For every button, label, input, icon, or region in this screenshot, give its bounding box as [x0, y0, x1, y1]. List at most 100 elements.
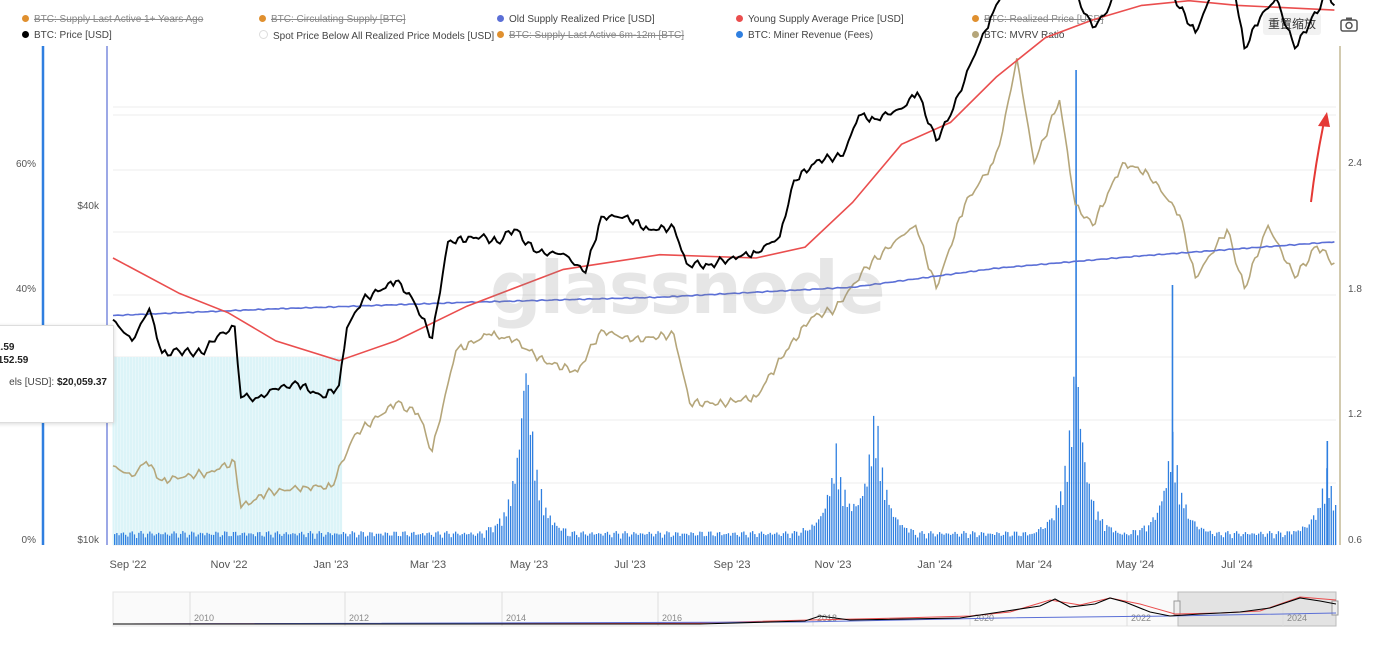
fee-bar — [864, 483, 866, 545]
fee-bar — [353, 532, 356, 545]
fee-bar — [1178, 504, 1181, 545]
fee-bar — [1099, 520, 1101, 545]
fee-bar — [380, 533, 382, 545]
fee-bar — [591, 532, 593, 545]
fee-bar — [162, 534, 164, 545]
legend-item[interactable]: Young Supply Average Price [USD] — [736, 14, 904, 26]
fee-bar — [378, 533, 380, 545]
fee-bar — [1097, 511, 1099, 545]
legend-item[interactable]: Old Supply Realized Price [USD] — [497, 14, 655, 26]
fee-bar — [754, 534, 756, 545]
fee-bar — [584, 534, 587, 545]
fee-bar — [653, 536, 655, 545]
fee-bar — [822, 512, 824, 545]
fee-bar — [1236, 531, 1238, 545]
legend-label: BTC: Realized Price [USD] — [984, 14, 1104, 25]
hover-tooltip: 2.59 ,152.59 els [USD]: $20,059.37 — [0, 325, 114, 423]
fee-bar — [1288, 531, 1291, 545]
fee-bar — [413, 531, 415, 545]
fee-bar — [796, 531, 798, 545]
fee-bar — [1277, 531, 1280, 545]
fee-bar — [151, 533, 153, 545]
fee-bar — [474, 535, 477, 545]
legend-item[interactable]: BTC: Supply Last Active 1+ Years Ago — [22, 14, 203, 26]
fee-bar — [569, 536, 571, 545]
fee-bar — [901, 525, 903, 545]
axes: 60% 40% 0% $40k $10k 2.4 1.8 1.2 0.6 Sep '22 Nov '… — [16, 158, 1362, 571]
fee-bar — [1249, 534, 1251, 545]
fee-bar — [444, 532, 446, 545]
fee-bar — [747, 537, 749, 545]
fee-bar — [461, 534, 463, 545]
fee-bar — [1068, 430, 1071, 545]
fee-bar — [1013, 531, 1016, 545]
fee-bar — [499, 518, 501, 545]
fee-bar — [1165, 488, 1167, 545]
x-axis-tick-label: May '23 — [510, 559, 548, 571]
fee-bar — [580, 532, 582, 545]
left-percent-tick-label: 60% — [16, 159, 36, 170]
fee-bar — [166, 534, 169, 545]
fee-bar — [719, 532, 721, 545]
legend-item[interactable]: Spot Price Below All Realized Price Mode… — [259, 30, 494, 43]
fee-bar — [466, 534, 468, 545]
fee-bar — [367, 535, 369, 545]
fee-bar — [996, 532, 998, 545]
legend-item[interactable]: BTC: Miner Revenue (Fees) — [736, 30, 873, 42]
fee-bar — [347, 536, 349, 545]
fee-bar — [463, 532, 466, 545]
fee-bar — [969, 534, 972, 545]
fee-bar — [851, 511, 853, 545]
fee-bar — [1269, 531, 1271, 545]
legend-item[interactable]: BTC: Price [USD] — [22, 30, 112, 42]
fee-bar — [213, 534, 215, 545]
fee-bar — [721, 535, 723, 545]
fee-bar — [1038, 529, 1040, 545]
fee-bar — [391, 535, 393, 545]
fee-bar — [516, 457, 518, 545]
fee-bar — [373, 536, 375, 545]
chart-legend: BTC: Supply Last Active 1+ Years Ago BTC:… — [0, 0, 1383, 46]
legend-item[interactable]: BTC: MVRV Ratio — [972, 30, 1064, 42]
fee-bar — [1095, 519, 1097, 545]
legend-item[interactable]: BTC: Circulating Supply [BTC] — [259, 14, 406, 26]
fee-bar — [1310, 519, 1313, 545]
fee-bar — [703, 536, 705, 545]
fee-bar — [642, 533, 644, 545]
fee-bar — [1271, 533, 1273, 545]
x-axis-tick-label: Jan '23 — [313, 559, 348, 571]
fee-bar — [290, 534, 292, 545]
fee-bar — [393, 531, 395, 545]
fee-bar — [254, 536, 257, 545]
fee-bar — [925, 538, 928, 545]
fee-bar — [950, 534, 952, 545]
watermark: glassnode — [490, 246, 886, 330]
fee-bar — [710, 531, 712, 545]
fee-bar — [677, 532, 679, 545]
fee-bar — [600, 533, 602, 545]
fee-bar — [1291, 534, 1293, 545]
fee-bar — [235, 531, 237, 545]
fee-bar — [336, 533, 338, 545]
fee-bar — [488, 527, 490, 545]
fee-bar — [657, 531, 659, 545]
fee-bar — [1167, 461, 1170, 545]
fee-bar — [650, 533, 653, 545]
fee-bar — [912, 530, 914, 545]
fee-bar — [1328, 498, 1330, 545]
fee-bar — [1335, 505, 1337, 545]
fee-bar — [705, 535, 708, 545]
fee-bar — [758, 533, 760, 545]
navigator-handle-right — [1331, 600, 1339, 616]
fee-bar — [1115, 530, 1117, 545]
fee-bar — [1044, 528, 1046, 545]
legend-item[interactable]: BTC: Supply Last Active 6m-12m [BTC] — [497, 30, 684, 42]
camera-icon[interactable] — [1340, 16, 1358, 32]
legend-item[interactable]: BTC: Realized Price [USD] — [972, 14, 1103, 26]
legend-label: BTC: Supply Last Active 6m-12m [BTC] — [509, 30, 685, 41]
fee-bar — [221, 535, 224, 545]
fee-bar — [1313, 515, 1315, 545]
fee-bar — [305, 537, 307, 545]
fee-bar — [919, 532, 921, 545]
